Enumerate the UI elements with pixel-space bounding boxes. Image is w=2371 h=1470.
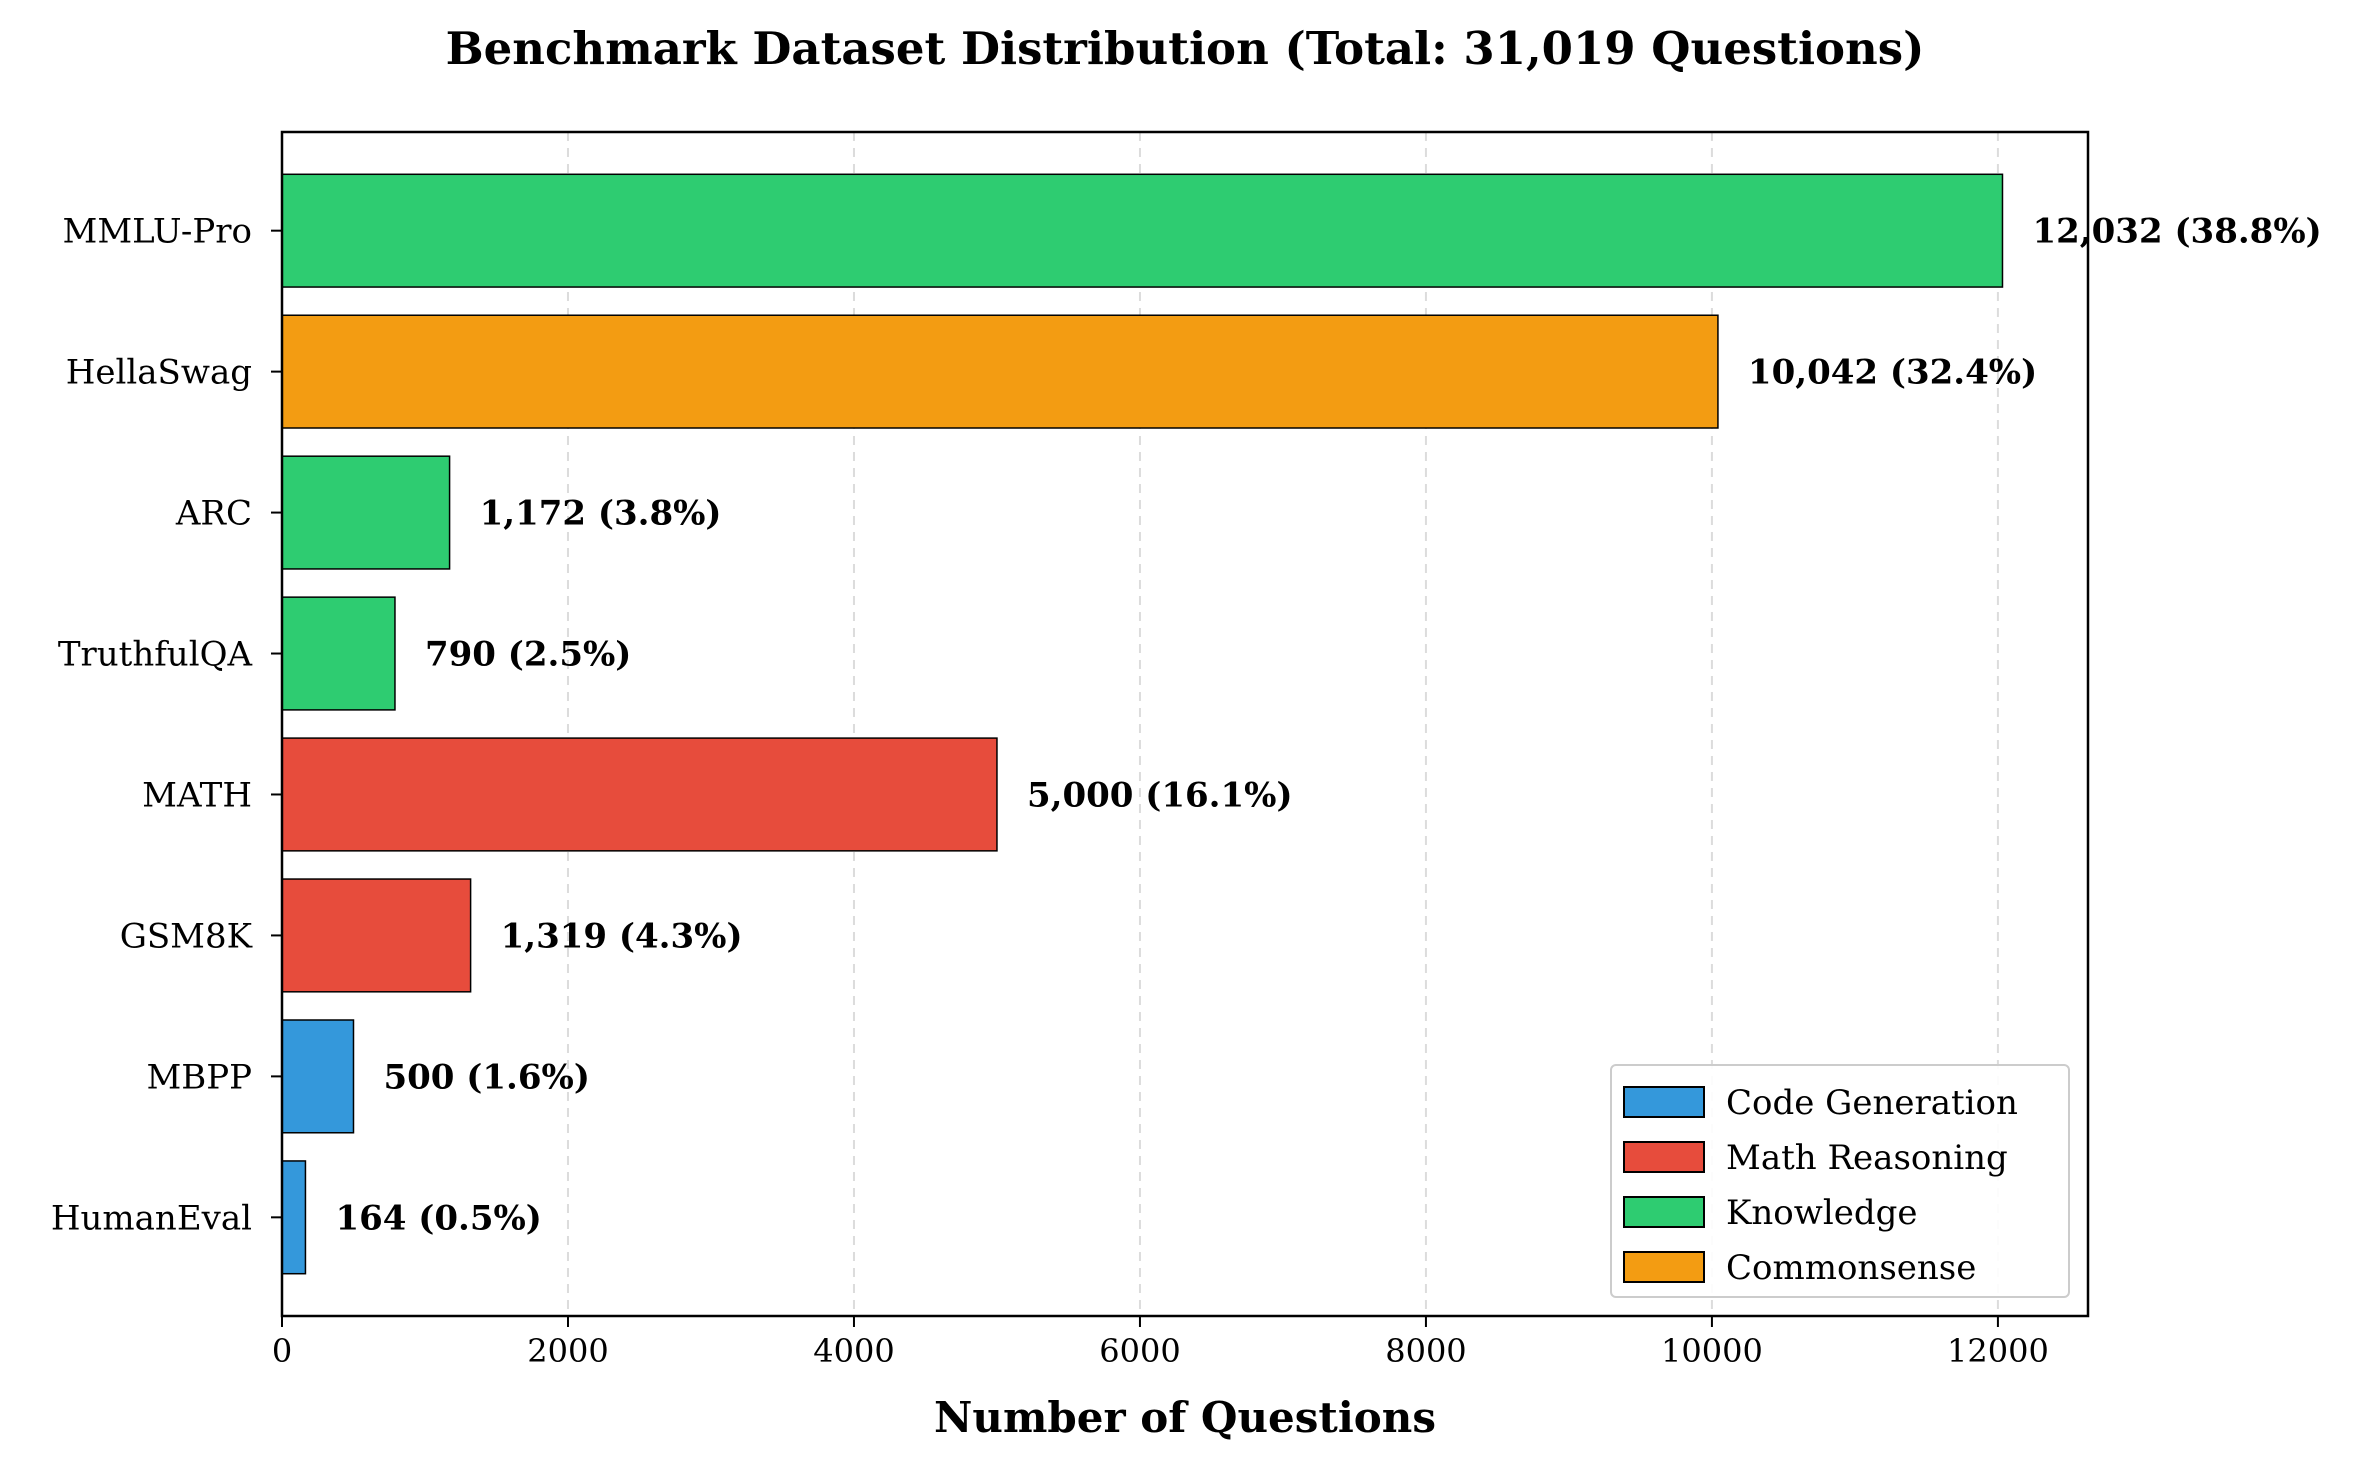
- chart-title: Benchmark Dataset Distribution (Total: 3…: [446, 22, 1925, 75]
- legend: Code Generation Math Reasoning Knowledge Co…: [1610, 1064, 2070, 1298]
- y-tick-label-arc: ARC: [175, 494, 252, 534]
- x-tick-label: 10000: [1661, 1332, 1763, 1370]
- x-tick-label: 8000: [1385, 1332, 1466, 1370]
- bars: [281, 173, 2004, 1275]
- x-axis: 0 2000 4000 6000 8000 10000 12000: [272, 1316, 2049, 1370]
- legend-box: [1610, 1064, 2070, 1298]
- data-label-gsm8k: 1,319 (4.3%): [501, 916, 743, 956]
- bar-arc: [281, 455, 451, 570]
- data-labels: 12,032 (38.8%) 10,042 (32.4%) 1,172 (3.8%)…: [335, 212, 2321, 1239]
- y-tick-label-mbpp: MBPP: [146, 1057, 252, 1097]
- plot-area-frame: [280, 130, 2090, 1318]
- legend-swatch-math-reasoning: [1623, 1141, 1705, 1173]
- legend-label-commonsense: Commonsense: [1726, 1248, 1976, 1288]
- y-tick-label-mmlu-pro: MMLU-Pro: [63, 212, 253, 252]
- y-axis: MMLU-Pro HellaSwag ARC TruthfulQA MATH GSM8K M…: [51, 212, 282, 1238]
- data-label-mbpp: 500 (1.6%): [383, 1057, 589, 1097]
- y-tick-label-humaneval: HumanEval: [51, 1198, 252, 1238]
- x-tick-label: 6000: [1099, 1332, 1180, 1370]
- y-tick-label-truthfulqa: TruthfulQA: [58, 635, 253, 675]
- bar-mmlu-pro: [281, 173, 2004, 288]
- legend-swatch-knowledge: [1623, 1196, 1705, 1228]
- bar-humaneval: [281, 1160, 307, 1275]
- data-label-truthfulqa: 790 (2.5%): [425, 635, 631, 675]
- bar-hellaswag: [281, 314, 1719, 429]
- data-label-humaneval: 164 (0.5%): [335, 1198, 541, 1238]
- bar-truthfulqa: [281, 596, 396, 711]
- x-tick-label: 2000: [527, 1332, 608, 1370]
- legend-label-knowledge: Knowledge: [1726, 1193, 1918, 1233]
- x-tick-label: 4000: [813, 1332, 894, 1370]
- x-axis-label: Number of Questions: [934, 1393, 1436, 1442]
- y-tick-label-hellaswag: HellaSwag: [66, 353, 252, 393]
- data-label-arc: 1,172 (3.8%): [480, 494, 722, 534]
- x-tick-label: 0: [272, 1332, 292, 1370]
- legend-label-code-generation: Code Generation: [1726, 1083, 2018, 1123]
- y-tick-label-gsm8k: GSM8K: [120, 916, 253, 956]
- legend-swatch-commonsense: [1623, 1251, 1705, 1283]
- bar-math: [281, 737, 998, 852]
- data-label-math: 5,000 (16.1%): [1027, 775, 1293, 815]
- bar-gsm8k: [281, 878, 472, 993]
- legend-label-math-reasoning: Math Reasoning: [1726, 1138, 2008, 1178]
- data-label-hellaswag: 10,042 (32.4%): [1748, 353, 2037, 393]
- legend-swatch-code-generation: [1623, 1086, 1705, 1118]
- bar-mbpp: [281, 1019, 355, 1134]
- x-tick-label: 12000: [1947, 1332, 2049, 1370]
- data-label-mmlu-pro: 12,032 (38.8%): [2032, 212, 2321, 252]
- y-tick-label-math: MATH: [142, 775, 252, 815]
